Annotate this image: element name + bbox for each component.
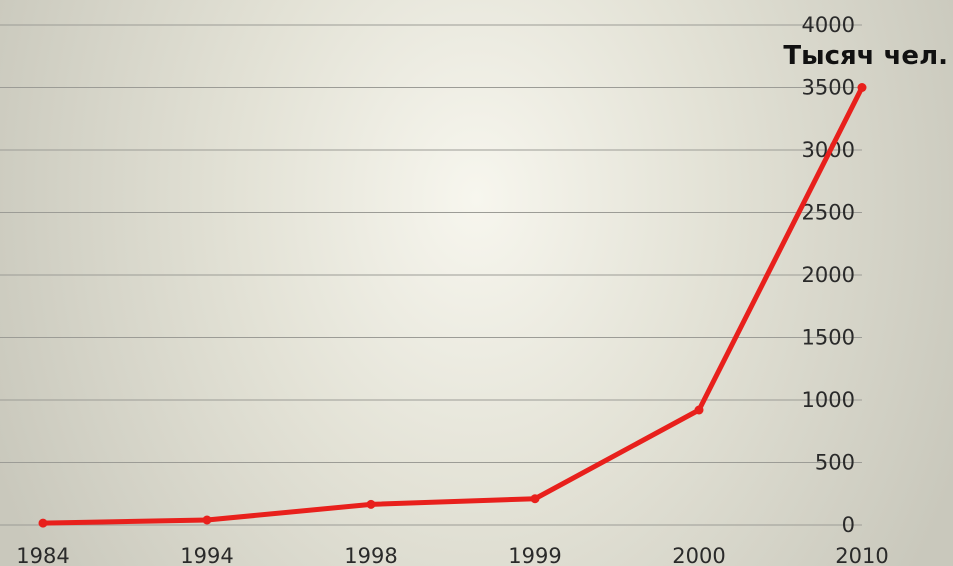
data-point bbox=[857, 83, 867, 92]
data-points bbox=[38, 83, 867, 528]
x-tick-label: 2000 bbox=[672, 544, 725, 566]
y-tick-label: 1000 bbox=[802, 388, 855, 412]
data-point bbox=[202, 515, 212, 525]
y-tick-label: 1500 bbox=[802, 326, 855, 350]
x-tick-label: 1994 bbox=[180, 544, 233, 566]
series-line bbox=[40, 85, 865, 526]
y-tick-label: 2500 bbox=[802, 201, 855, 225]
x-tick-label: 2010 bbox=[835, 544, 888, 566]
y-tick-label: 2000 bbox=[802, 263, 855, 287]
y-tick-label: 4000 bbox=[802, 13, 855, 37]
data-point bbox=[694, 405, 704, 415]
y-tick-label: 500 bbox=[815, 451, 855, 475]
x-tick-label: 1999 bbox=[508, 544, 561, 566]
data-point bbox=[38, 518, 48, 528]
data-point bbox=[366, 499, 376, 509]
y-tick-label: 3500 bbox=[802, 76, 855, 100]
data-point bbox=[530, 494, 540, 504]
gridlines bbox=[0, 24, 862, 526]
y-axis-unit-label: Тысяч чел. bbox=[783, 41, 948, 71]
x-tick-label: 1998 bbox=[344, 544, 397, 566]
x-tick-label: 1984 bbox=[16, 544, 69, 566]
x-axis-ticks: 1984 1994 1998 1999 2000 2010 bbox=[16, 544, 888, 566]
y-tick-label: 0 bbox=[842, 513, 855, 537]
